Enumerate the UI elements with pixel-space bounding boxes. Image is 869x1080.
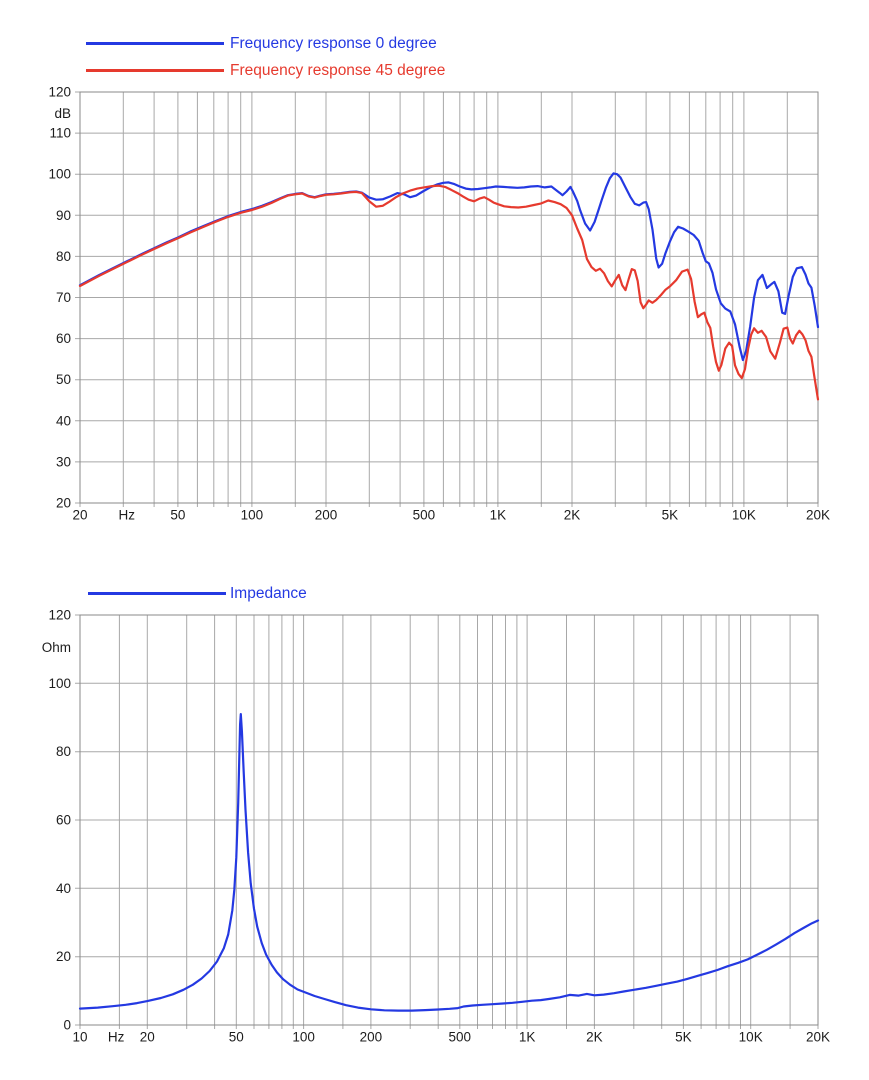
- x-tick-label: 10K: [739, 1030, 763, 1045]
- curve-impedance: [78, 713, 820, 1012]
- y-tick-label: 80: [56, 249, 71, 264]
- plot-border: [79, 614, 819, 1026]
- y-axis-unit-label: Ohm: [42, 640, 71, 655]
- x-tick-label: 5K: [675, 1030, 692, 1045]
- y-tick-label: 0: [63, 1018, 71, 1033]
- x-tick-label: 1K: [519, 1030, 536, 1045]
- x-tick-label: 2K: [586, 1030, 603, 1045]
- y-tick-label: 20: [56, 949, 71, 964]
- legend-label-impedance: Impedance: [230, 585, 307, 602]
- x-tick-label: 10: [72, 1030, 87, 1045]
- y-tick-label: 40: [56, 413, 71, 428]
- y-tick-label: 60: [56, 813, 71, 828]
- x-tick-label: Hz: [108, 1030, 125, 1045]
- x-tick-label: 500: [413, 508, 436, 523]
- x-tick-label: Hz: [119, 508, 136, 523]
- x-tick-label: 100: [241, 508, 264, 523]
- x-tick-label: 20K: [806, 508, 830, 523]
- legend-line-impedance-icon: [88, 591, 226, 595]
- x-tick-label: 50: [229, 1030, 244, 1045]
- y-tick-label: 100: [48, 167, 71, 182]
- legend-label-fr-45deg: Frequency response 45 degree: [230, 62, 446, 79]
- y-tick-label: 80: [56, 744, 71, 759]
- x-tick-label: 20: [72, 508, 87, 523]
- x-tick-label: 20K: [806, 1030, 830, 1045]
- x-tick-label: 200: [360, 1030, 383, 1045]
- x-tick-label: 5K: [662, 508, 679, 523]
- x-tick-label: 20: [140, 1030, 155, 1045]
- y-tick-label: 100: [48, 676, 71, 691]
- y-axis-unit-label: dB: [54, 106, 71, 121]
- x-tick-label: 1K: [490, 508, 507, 523]
- curve-frequency-response-45-degree: [78, 184, 820, 401]
- x-tick-label: 100: [292, 1030, 315, 1045]
- curve-frequency-response-0-degree: [78, 172, 820, 362]
- plot-border: [79, 91, 819, 504]
- x-tick-label: 10K: [732, 508, 756, 523]
- y-tick-label: 40: [56, 881, 71, 896]
- y-tick-label: 110: [49, 126, 71, 141]
- x-tick-label: 2K: [564, 508, 581, 523]
- y-tick-label: 60: [56, 331, 71, 346]
- x-tick-label: 50: [170, 508, 185, 523]
- y-tick-label: 20: [56, 496, 71, 511]
- y-tick-label: 50: [56, 372, 71, 387]
- y-tick-label: 30: [56, 454, 71, 469]
- x-tick-label: 500: [449, 1030, 472, 1045]
- legend-label-fr-0deg: Frequency response 0 degree: [230, 35, 437, 52]
- y-tick-label: 120: [48, 85, 71, 100]
- y-tick-label: 120: [48, 608, 71, 623]
- y-tick-label: 70: [56, 290, 71, 305]
- legend-line-fr-0deg-icon: [86, 41, 224, 45]
- y-tick-label: 90: [56, 208, 71, 223]
- x-tick-label: 200: [315, 508, 338, 523]
- legend-line-fr-45deg-icon: [86, 68, 224, 72]
